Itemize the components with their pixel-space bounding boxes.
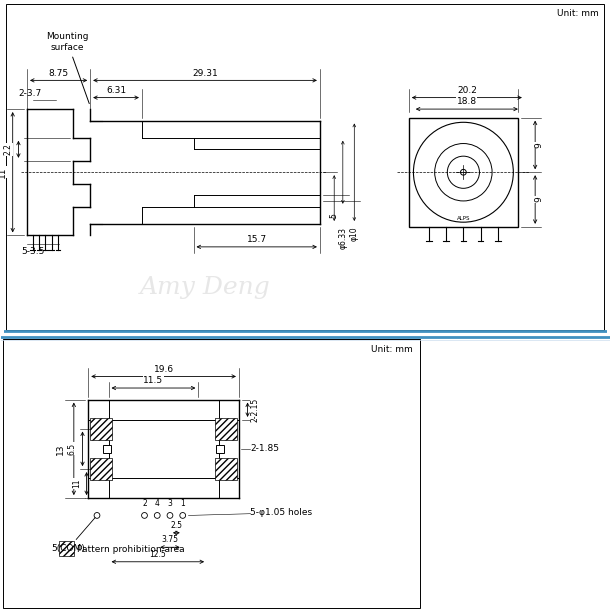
- Text: 13: 13: [56, 443, 65, 455]
- Text: Pattern prohibition area: Pattern prohibition area: [77, 544, 185, 554]
- Bar: [215, 418, 237, 440]
- Text: 5(COM): 5(COM): [51, 518, 95, 554]
- Text: 4: 4: [155, 499, 159, 508]
- Text: φ10: φ10: [350, 227, 359, 241]
- Text: ALPS: ALPS: [456, 216, 470, 221]
- Bar: [216, 445, 224, 453]
- Text: 6.5: 6.5: [68, 443, 77, 455]
- Bar: [90, 458, 112, 480]
- Bar: [59, 541, 74, 556]
- Text: 6.31: 6.31: [106, 86, 126, 95]
- Text: Unit: mm: Unit: mm: [557, 9, 598, 18]
- Text: 9: 9: [535, 197, 544, 202]
- Text: 3: 3: [167, 499, 172, 508]
- Text: 2.5: 2.5: [170, 521, 182, 530]
- Bar: [90, 418, 112, 440]
- Text: 11: 11: [71, 479, 81, 488]
- Text: 15.7: 15.7: [247, 235, 267, 244]
- Text: Amy Deng: Amy Deng: [140, 276, 271, 299]
- Text: 12.5: 12.5: [150, 550, 166, 559]
- Text: 2-2.15: 2-2.15: [250, 398, 259, 422]
- Text: 18.8: 18.8: [457, 97, 477, 106]
- Text: •。安装孔尺寸图: •。安装孔尺寸图: [7, 342, 60, 351]
- Text: Unit: mm: Unit: mm: [371, 345, 412, 354]
- Bar: [103, 445, 111, 453]
- Text: Mounting
surface: Mounting surface: [46, 32, 89, 104]
- Text: 8.75: 8.75: [48, 68, 68, 78]
- Text: 2-3.7: 2-3.7: [18, 89, 42, 98]
- Text: 5-3.5: 5-3.5: [21, 247, 45, 256]
- Text: 3.75: 3.75: [161, 535, 178, 544]
- Text: 2-1.85: 2-1.85: [251, 444, 279, 453]
- Bar: [409, 118, 518, 227]
- Text: 11.5: 11.5: [144, 376, 164, 385]
- Text: 19.6: 19.6: [153, 365, 174, 373]
- Text: φ6.33: φ6.33: [338, 227, 347, 249]
- Text: 2: 2: [142, 499, 147, 508]
- Text: 29.31: 29.31: [192, 68, 218, 78]
- Text: 5-φ1.05 holes: 5-φ1.05 holes: [251, 508, 313, 517]
- Bar: [3, 338, 420, 608]
- Text: 9: 9: [535, 142, 544, 148]
- Text: 5: 5: [330, 213, 338, 218]
- Text: 11: 11: [0, 166, 7, 178]
- Text: 20.2: 20.2: [457, 86, 477, 95]
- Text: 1: 1: [180, 499, 185, 508]
- Bar: [215, 458, 237, 480]
- Text: 2.2: 2.2: [4, 144, 13, 155]
